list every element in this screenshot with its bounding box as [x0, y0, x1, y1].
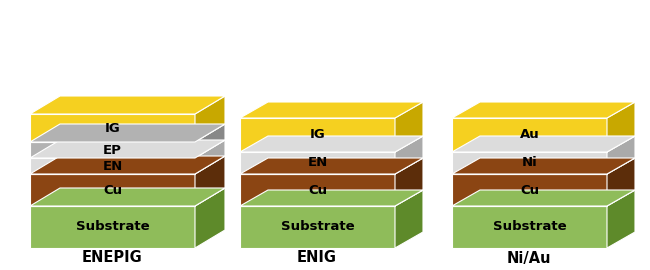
Polygon shape [30, 188, 225, 206]
Polygon shape [395, 136, 423, 174]
Polygon shape [30, 124, 225, 142]
Text: Cu: Cu [520, 184, 539, 197]
Polygon shape [30, 140, 225, 158]
Text: Cu: Cu [308, 184, 327, 197]
Polygon shape [452, 206, 607, 248]
Text: IG: IG [309, 129, 326, 141]
Polygon shape [452, 102, 635, 118]
Polygon shape [30, 114, 195, 142]
Polygon shape [30, 156, 225, 174]
Polygon shape [240, 118, 395, 152]
Text: EP: EP [103, 143, 122, 157]
Polygon shape [240, 136, 423, 152]
Polygon shape [240, 206, 395, 248]
Text: EN: EN [307, 157, 328, 170]
Text: EN: EN [103, 160, 123, 173]
Text: IG: IG [105, 122, 120, 134]
Polygon shape [452, 190, 635, 206]
Polygon shape [240, 152, 395, 174]
Polygon shape [30, 174, 195, 206]
Polygon shape [452, 174, 607, 206]
Polygon shape [30, 96, 225, 114]
Polygon shape [607, 136, 635, 174]
Polygon shape [240, 102, 423, 118]
Polygon shape [452, 118, 607, 152]
Polygon shape [452, 152, 607, 174]
Polygon shape [30, 158, 195, 174]
Polygon shape [452, 136, 635, 152]
Polygon shape [607, 158, 635, 206]
Polygon shape [240, 174, 395, 206]
Polygon shape [240, 190, 423, 206]
Polygon shape [195, 140, 225, 174]
Polygon shape [195, 96, 225, 142]
Polygon shape [240, 158, 423, 174]
Polygon shape [607, 102, 635, 152]
Polygon shape [607, 190, 635, 248]
Polygon shape [30, 142, 195, 158]
Polygon shape [395, 190, 423, 248]
Polygon shape [195, 188, 225, 248]
Text: ENEPIG: ENEPIG [82, 251, 142, 265]
Text: Cu: Cu [103, 184, 122, 197]
Text: Substrate: Substrate [75, 221, 150, 234]
Text: ENIG: ENIG [297, 251, 337, 265]
Text: Substrate: Substrate [493, 221, 566, 234]
Polygon shape [395, 102, 423, 152]
Polygon shape [30, 206, 195, 248]
Text: Ni/Au: Ni/Au [507, 251, 551, 265]
Text: Ni: Ni [521, 157, 538, 170]
Polygon shape [195, 156, 225, 206]
Text: Au: Au [519, 129, 540, 141]
Text: Substrate: Substrate [281, 221, 354, 234]
Polygon shape [195, 124, 225, 158]
Polygon shape [395, 158, 423, 206]
Polygon shape [452, 158, 635, 174]
